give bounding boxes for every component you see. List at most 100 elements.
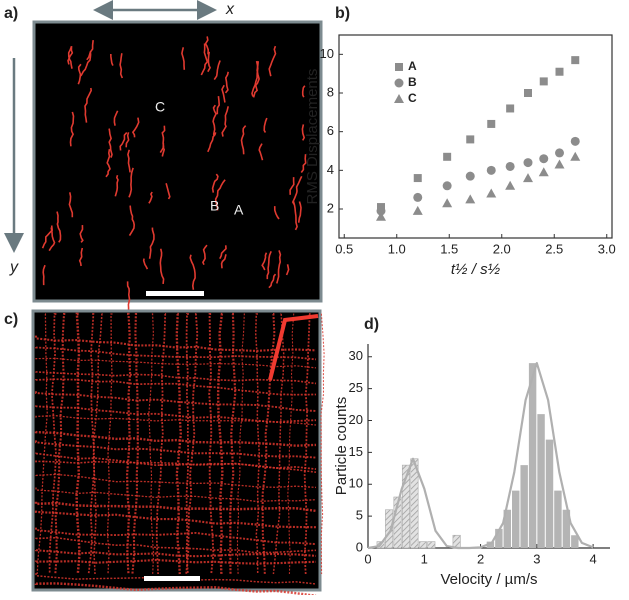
bar xyxy=(571,535,579,548)
x-tick-label: 2 xyxy=(477,551,484,566)
track xyxy=(92,313,103,575)
x-tick-label: 1.0 xyxy=(388,241,406,256)
legend-label: B xyxy=(408,75,417,89)
track xyxy=(175,312,182,575)
bar xyxy=(427,541,436,549)
panel-label: a) xyxy=(4,5,18,22)
marker xyxy=(487,119,496,128)
marker xyxy=(571,56,580,65)
annotation: A xyxy=(234,202,244,218)
marker xyxy=(506,104,515,113)
y-tick-label: 6 xyxy=(327,123,334,138)
track xyxy=(106,313,113,575)
y-tick-label: 2 xyxy=(327,200,334,215)
legend-label: C xyxy=(408,91,417,105)
track xyxy=(207,132,217,153)
track xyxy=(240,125,247,155)
track xyxy=(56,211,62,243)
track xyxy=(69,111,75,147)
track xyxy=(67,46,74,65)
y-tick-label: 25 xyxy=(349,380,363,395)
y-tick-label: 4 xyxy=(327,162,334,177)
track xyxy=(258,143,264,161)
x-axis-label: Velocity / µm/s xyxy=(440,571,537,588)
y-tick-label: 20 xyxy=(349,412,363,427)
track xyxy=(131,117,140,138)
track xyxy=(165,183,171,200)
marker xyxy=(395,63,403,71)
marker xyxy=(523,158,533,168)
bar xyxy=(545,439,554,548)
track xyxy=(35,460,317,473)
bar xyxy=(537,414,545,548)
x-tick-label: 3 xyxy=(533,551,540,566)
y-axis-label: RMS Displacements xyxy=(304,69,321,205)
track xyxy=(78,247,84,267)
marker xyxy=(394,94,404,103)
axis-label: x xyxy=(225,1,235,18)
track xyxy=(189,254,196,290)
track xyxy=(216,312,224,575)
track xyxy=(254,313,261,575)
x-axis-label: t½ / s½ xyxy=(451,261,501,278)
track xyxy=(216,96,221,115)
track xyxy=(204,36,210,55)
x-tick-label: 4 xyxy=(589,551,596,566)
image-a-tracks xyxy=(41,36,307,312)
track xyxy=(84,87,93,123)
marker xyxy=(376,211,386,221)
track xyxy=(303,313,311,575)
track xyxy=(35,378,317,396)
track xyxy=(105,148,111,178)
bar xyxy=(452,534,461,549)
marker xyxy=(486,165,496,175)
track xyxy=(229,312,237,575)
marker xyxy=(523,173,533,183)
track xyxy=(268,314,319,381)
track xyxy=(127,149,131,173)
panel-label: d) xyxy=(364,316,379,333)
track xyxy=(114,174,119,197)
track xyxy=(34,510,317,529)
fit-curve xyxy=(367,362,594,550)
marker xyxy=(376,206,386,216)
track xyxy=(148,227,155,259)
track xyxy=(80,51,92,77)
track xyxy=(159,125,166,154)
track xyxy=(79,225,84,243)
marker xyxy=(554,159,565,169)
track xyxy=(109,53,114,66)
marker xyxy=(465,171,475,181)
marker xyxy=(442,198,453,208)
track xyxy=(35,357,317,369)
y-tick-label: 10 xyxy=(349,476,363,491)
track xyxy=(128,205,136,237)
track xyxy=(221,106,229,137)
panel-label: c) xyxy=(4,311,18,328)
track xyxy=(155,313,167,575)
x-tick-label: 2.5 xyxy=(545,241,563,256)
track xyxy=(77,63,82,85)
bar xyxy=(562,509,571,548)
legend-label: A xyxy=(408,59,417,73)
y-tick-label: 30 xyxy=(349,348,363,363)
bar xyxy=(495,528,503,548)
track xyxy=(276,250,282,284)
track xyxy=(224,71,229,94)
track xyxy=(35,536,317,554)
track xyxy=(131,312,139,575)
track xyxy=(35,391,317,412)
track xyxy=(292,200,298,231)
track xyxy=(35,573,317,585)
track xyxy=(36,313,48,575)
track xyxy=(252,61,260,98)
track xyxy=(48,313,57,575)
y-tick-label: 0 xyxy=(356,539,363,554)
track xyxy=(87,313,95,575)
track xyxy=(297,201,302,223)
track xyxy=(263,117,268,133)
track xyxy=(272,313,285,575)
track xyxy=(200,43,209,76)
bar xyxy=(512,490,520,548)
